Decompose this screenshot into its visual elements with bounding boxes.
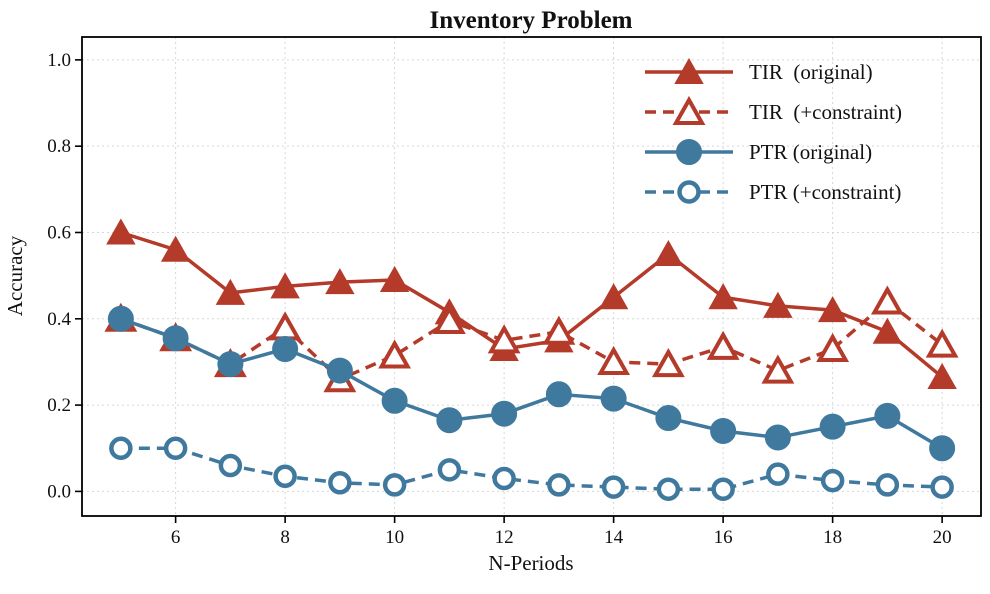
triangle-marker (672, 95, 706, 125)
circle-marker (676, 139, 702, 165)
triangle-marker (598, 283, 629, 310)
triangle-marker (708, 283, 738, 310)
circle-marker (218, 453, 243, 478)
triangle-marker (763, 291, 793, 318)
triangle-marker (542, 315, 576, 345)
triangle-marker (379, 265, 410, 292)
circle-marker (545, 381, 572, 408)
series-line (120, 230, 944, 379)
legend: TIR (original) TIR (+constraint) PTR (orig… (645, 57, 902, 204)
series-ptr-constraint (109, 436, 954, 501)
triangle-marker (870, 285, 904, 315)
series-line (120, 299, 944, 381)
circle-marker (272, 335, 299, 362)
y-tick-label: 0.0 (47, 481, 71, 502)
circle-marker (492, 466, 516, 491)
x-tick-label: 10 (385, 527, 404, 548)
legend-label: PTR (original) (749, 140, 872, 164)
circle-marker (929, 435, 956, 462)
x-axis-label: N-Periods (488, 551, 573, 575)
circle-marker (601, 475, 626, 499)
legend-label: TIR (original) (749, 60, 873, 84)
triangle-marker (872, 317, 903, 344)
triangle-marker (817, 296, 848, 323)
circle-marker (217, 351, 244, 378)
triangle-marker (653, 240, 684, 267)
triangle-marker (160, 235, 191, 262)
y-tick-label: 0.8 (47, 136, 71, 157)
x-tick-label: 20 (933, 527, 952, 548)
x-tick-label: 8 (280, 527, 290, 548)
x-tick-label: 6 (171, 527, 181, 548)
x-tick-label: 18 (823, 527, 842, 548)
circle-marker (930, 475, 954, 499)
series-ptr-original (107, 305, 956, 462)
triangle-marker (325, 268, 355, 295)
circle-marker (381, 387, 408, 414)
triangle-marker (925, 328, 959, 358)
triangle-marker (432, 304, 466, 334)
circle-marker (766, 462, 790, 486)
triangle-marker (597, 345, 631, 375)
legend-item: PTR (+constraint) (645, 180, 901, 204)
triangle-marker (706, 330, 740, 360)
circle-marker (491, 400, 518, 427)
x-tick-label: 12 (495, 527, 514, 548)
circle-marker (600, 385, 627, 412)
y-tick-label: 1.0 (47, 50, 71, 71)
y-tick-label: 0.6 (47, 222, 71, 243)
circle-marker (163, 436, 188, 460)
axes-frame: 6 8 10 12 14 16 18 20 0.0 0.2 0.4 0.6 0.8 1.0 (47, 36, 982, 548)
triangle-marker (487, 324, 521, 354)
circle-marker (547, 473, 571, 497)
legend-label: PTR (+constraint) (749, 180, 901, 204)
triangle-marker (816, 332, 850, 362)
x-tick-label: 14 (604, 527, 624, 548)
circle-marker (710, 417, 737, 444)
legend-item: PTR (original) (645, 139, 872, 165)
series-line (120, 317, 944, 450)
circle-marker (874, 402, 901, 429)
circle-marker (656, 477, 681, 501)
circle-marker (162, 325, 189, 352)
legend-item: TIR (original) (645, 57, 873, 84)
legend-label: TIR (+constraint) (749, 100, 902, 124)
circle-marker (655, 405, 682, 432)
circle-marker (437, 458, 462, 482)
circle-marker (382, 473, 407, 497)
circle-marker (107, 305, 134, 332)
triangle-marker (927, 363, 957, 390)
circle-marker (326, 357, 353, 384)
series-line (120, 446, 943, 491)
triangle-marker (378, 339, 412, 369)
y-tick-label: 0.4 (47, 309, 71, 330)
circle-marker (328, 471, 352, 495)
circle-marker (273, 464, 297, 489)
triangle-marker (651, 348, 685, 378)
triangle-marker (761, 354, 795, 384)
y-axis-label: Accuracy (3, 235, 27, 316)
circle-marker (875, 473, 900, 497)
circle-marker (109, 436, 133, 460)
y-tick-label: 0.2 (47, 395, 71, 416)
triangle-marker (268, 311, 302, 341)
circle-marker (819, 413, 846, 440)
circle-marker (436, 407, 463, 434)
plot-border (81, 36, 982, 517)
chart-title: Inventory Problem (430, 7, 633, 34)
circle-marker (764, 424, 791, 451)
triangle-marker (270, 272, 300, 299)
series-layer (104, 218, 959, 501)
circle-marker (820, 468, 845, 493)
triangle-marker (106, 218, 136, 245)
legend-item: TIR (+constraint) (645, 95, 902, 125)
circle-marker (711, 477, 735, 501)
triangle-marker (215, 278, 246, 305)
triangle-marker (674, 57, 704, 84)
circle-marker (677, 180, 701, 204)
x-tick-label: 16 (714, 527, 733, 548)
